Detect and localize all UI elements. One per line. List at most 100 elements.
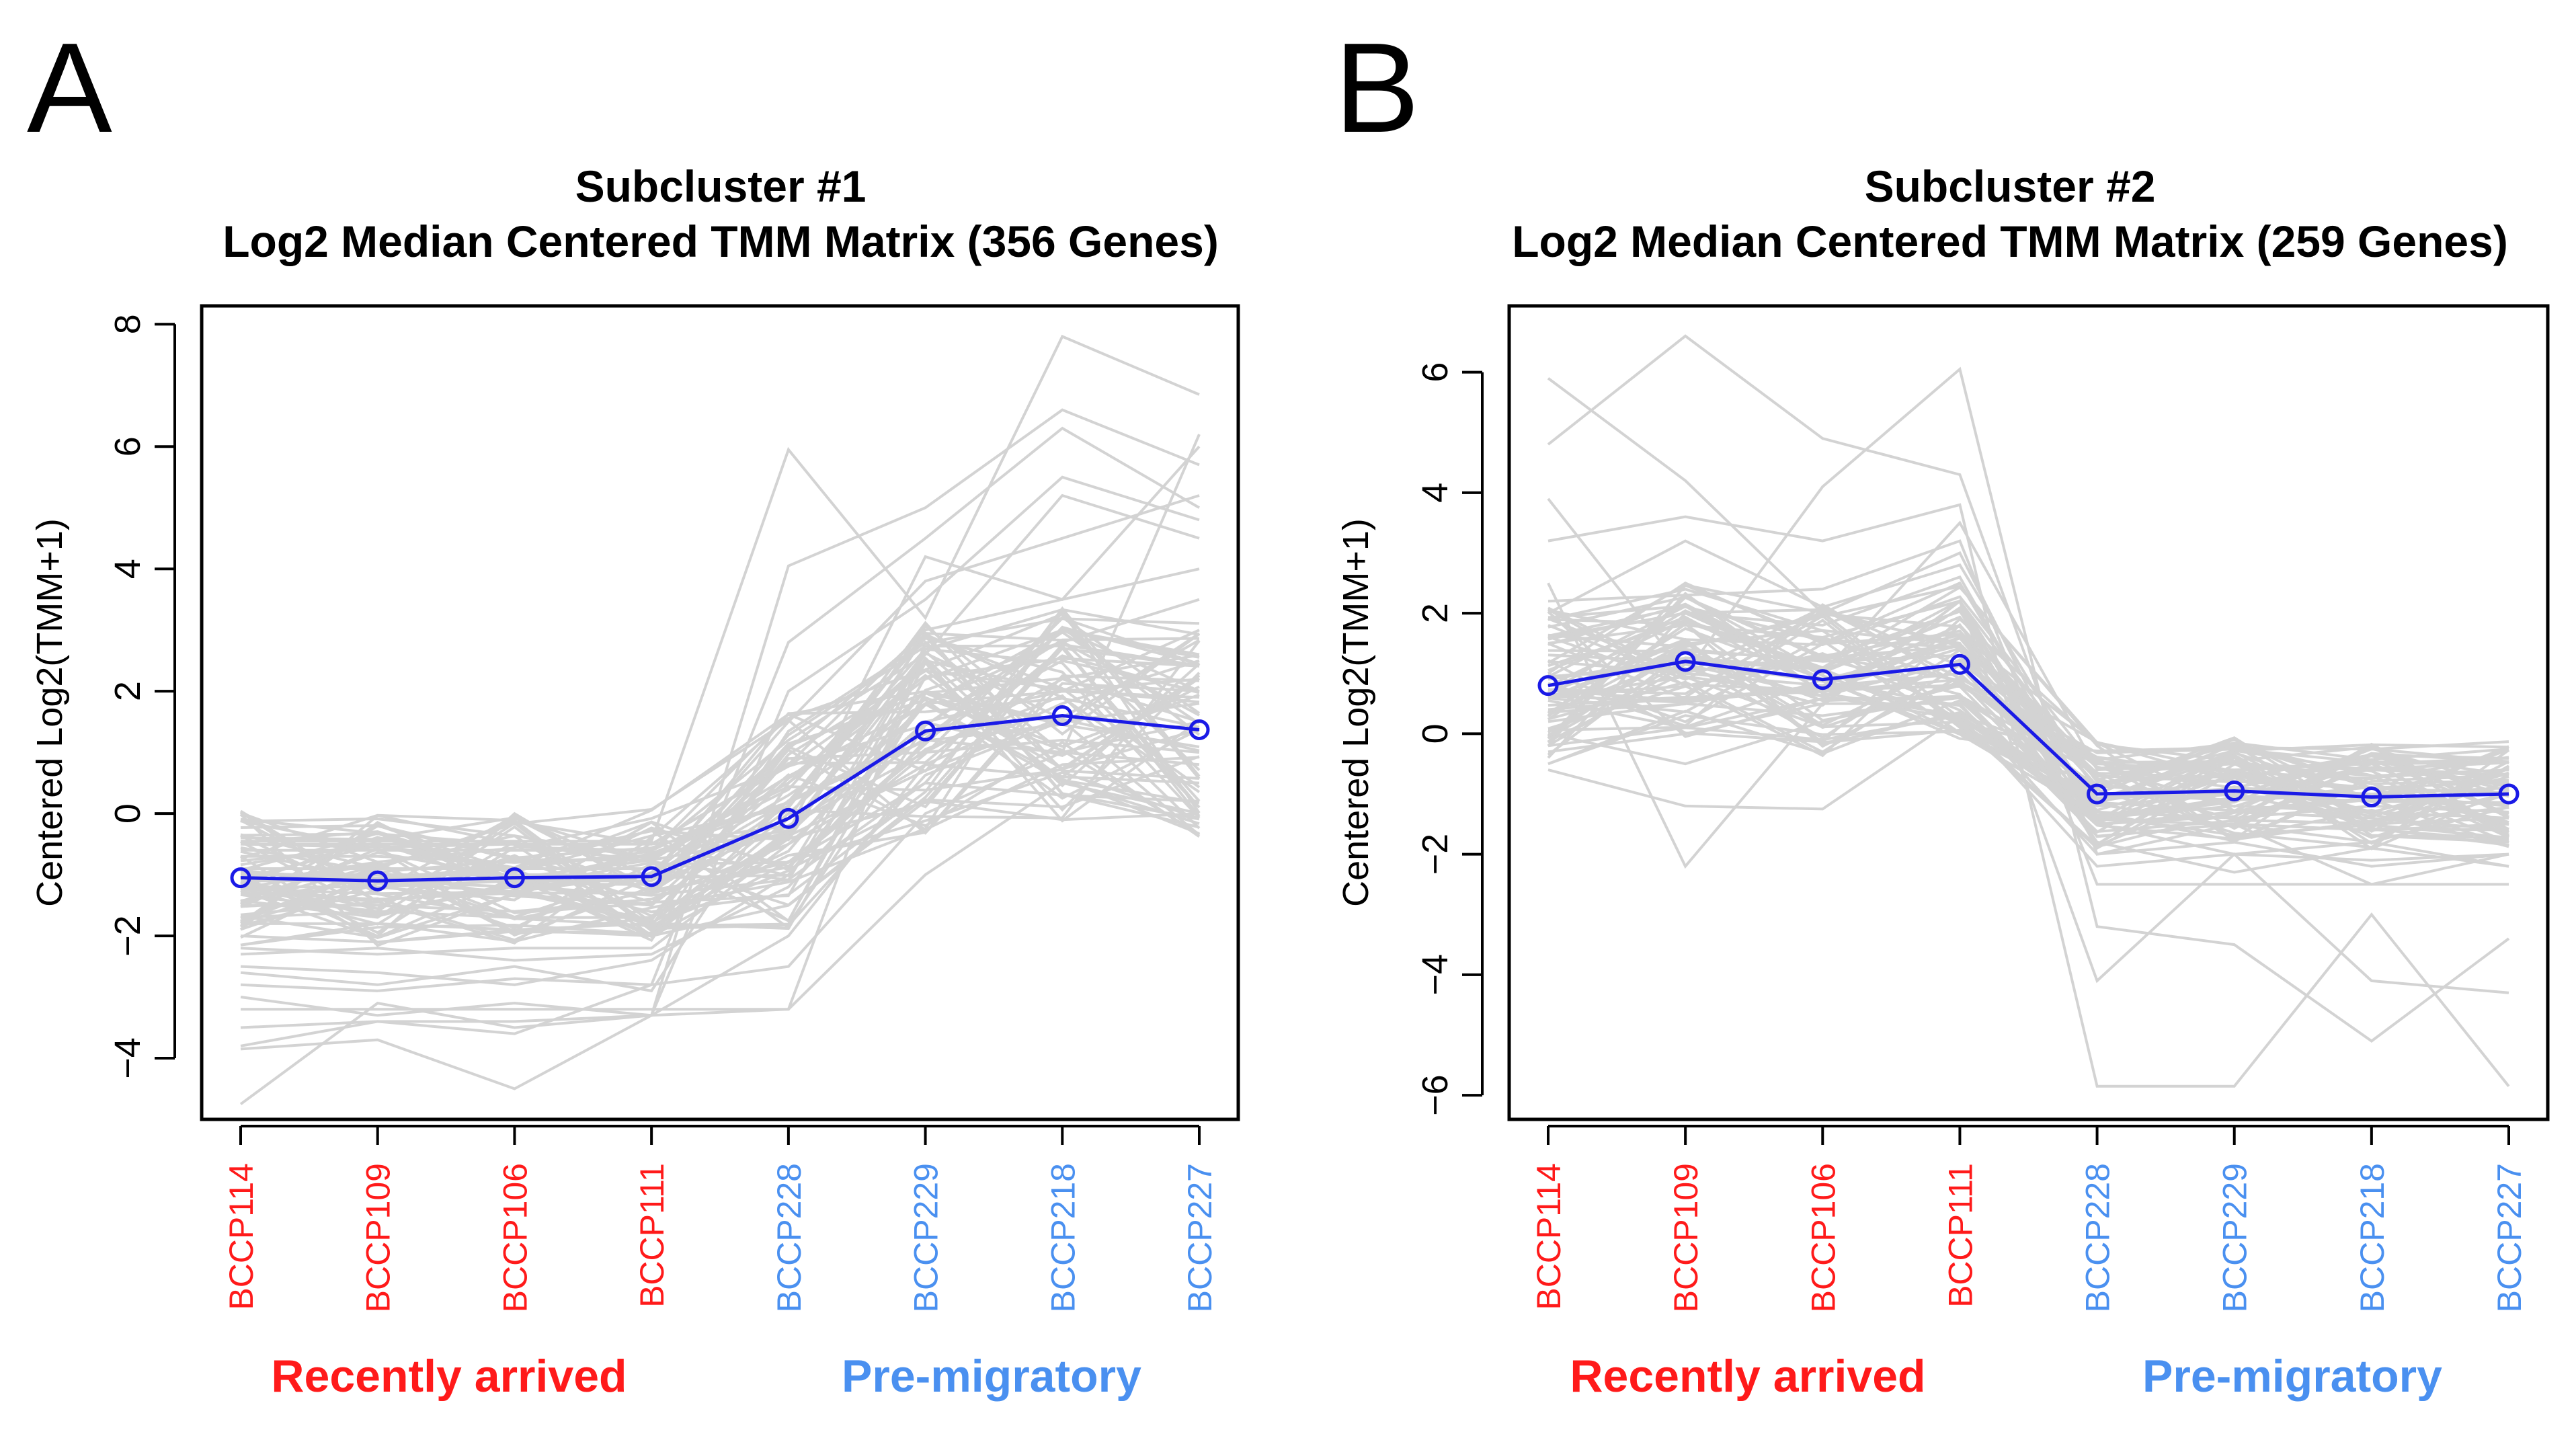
x-tick-label: BCCP109 — [360, 1163, 397, 1312]
y-tick-label: −4 — [108, 1037, 148, 1079]
median-point — [1812, 669, 1833, 690]
x-tick-label: BCCP106 — [1804, 1163, 1842, 1312]
y-tick-label: 4 — [1415, 483, 1455, 503]
gene-profile-line — [1547, 604, 2509, 825]
y-tick-label: 6 — [1415, 362, 1455, 383]
x-tick-label: BCCP227 — [1181, 1163, 1219, 1312]
gene-profile-line — [240, 674, 1200, 924]
gene-profile-line — [1547, 588, 2509, 822]
median-point — [2498, 783, 2520, 805]
median-series — [230, 705, 1210, 891]
median-point — [915, 720, 936, 742]
median-line — [240, 713, 1200, 883]
x-tick-label: BCCP218 — [2353, 1163, 2391, 1312]
y-axis: −4 −2 0 2 4 6 8 — [108, 314, 176, 1079]
gene-profile-line — [240, 748, 1200, 896]
median-point — [1675, 651, 1696, 672]
plot-frame — [200, 304, 1240, 1121]
x-tick-label: BCCP228 — [770, 1163, 808, 1312]
gene-profile-line — [1547, 648, 2509, 844]
gene-profile-line — [1547, 606, 2509, 820]
gene-profile-line — [240, 659, 1200, 1029]
y-tick-label: −2 — [108, 915, 148, 957]
x-tick-label: BCCP229 — [908, 1163, 945, 1312]
y-axis-label: Centered Log2(TMM+1) — [30, 518, 70, 907]
median-point — [230, 867, 251, 889]
median-line — [1547, 660, 2509, 799]
gene-profile-line — [240, 696, 1200, 942]
median-point — [2224, 781, 2245, 802]
gene-profile-line — [1547, 678, 2509, 839]
y-axis: −6 −4 −2 0 2 4 6 — [1415, 362, 1484, 1116]
gene-profile-band — [1547, 584, 2510, 850]
group-label-pre-migratory: Pre-migratory — [2142, 1351, 2442, 1402]
y-tick-label: −6 — [1415, 1074, 1455, 1116]
gene-profile-band — [239, 606, 1201, 947]
panel-b: B Subcluster #2 Log2 Median Centered TMM… — [1334, 17, 2550, 1402]
y-tick-label: −4 — [1415, 954, 1455, 996]
median-point — [2361, 786, 2382, 807]
gene-profile-line — [240, 632, 1201, 859]
gene-profile-line — [1547, 642, 2509, 826]
gene-profile-line — [1547, 635, 2509, 846]
gene-profile-line — [241, 781, 1200, 1011]
x-axis: BCCP114 BCCP109 BCCP106 BCCP111 BCCP228 BCCP2… — [223, 1125, 1219, 1312]
x-tick-label: BCCP106 — [496, 1163, 534, 1312]
x-tick-label: BCCP111 — [1941, 1163, 1979, 1308]
gene-profile-line — [240, 740, 1201, 938]
gene-profile-line — [239, 434, 1201, 1105]
y-tick-label: 0 — [1415, 723, 1455, 744]
group-label-recently-arrived: Recently arrived — [271, 1351, 627, 1402]
median-point — [504, 867, 525, 889]
gene-profile-line — [240, 657, 1200, 922]
x-tick-label: BCCP218 — [1044, 1163, 1082, 1312]
y-tick-label: 2 — [108, 681, 148, 701]
y-tick-label: 6 — [108, 436, 148, 456]
gene-profile-line — [240, 644, 1201, 890]
x-tick-label: BCCP114 — [1530, 1163, 1568, 1310]
median-point — [1189, 719, 1210, 740]
x-axis: BCCP114 BCCP109 BCCP106 BCCP111 BCCP228 BCCP2… — [1530, 1125, 2528, 1312]
chart-title-line2: Log2 Median Centered TMM Matrix (259 Gen… — [1512, 216, 2508, 266]
x-tick-label: BCCP109 — [1667, 1163, 1705, 1312]
gene-profile-line — [240, 625, 1201, 914]
gene-profile-line — [240, 694, 1201, 930]
x-tick-label: BCCP114 — [223, 1163, 260, 1310]
chart-title-line1: Subcluster #2 — [1865, 161, 2156, 211]
median-series — [1537, 651, 2520, 807]
gene-profile-line — [240, 674, 1201, 916]
median-point — [2087, 783, 2108, 805]
gene-profile-line — [1547, 503, 2510, 1088]
gene-profile-line — [1547, 702, 2509, 868]
x-tick-label: BCCP228 — [2079, 1163, 2117, 1312]
group-label-recently-arrived: Recently arrived — [1570, 1351, 1925, 1402]
gene-profile-line — [1547, 584, 2509, 843]
panel-letter-a: A — [27, 17, 112, 159]
chart-title-line2: Log2 Median Centered TMM Matrix (356 Gen… — [223, 216, 1219, 266]
gene-profile-line — [240, 408, 1200, 1090]
y-axis-label: Centered Log2(TMM+1) — [1336, 518, 1376, 907]
gene-profile-line — [240, 691, 1200, 919]
panel-a: A Subcluster #1 Log2 Median Centered TMM… — [27, 17, 1240, 1402]
x-tick-label: BCCP111 — [633, 1163, 671, 1308]
x-tick-label: BCCP227 — [2491, 1163, 2528, 1312]
gene-profile-line — [1547, 615, 2509, 841]
gene-profile-line — [240, 625, 1200, 880]
plot-frame — [1507, 304, 2550, 1121]
gene-profile-line — [1547, 663, 2509, 794]
gene-profile-line — [240, 658, 1201, 932]
median-point — [641, 866, 662, 887]
y-tick-label: 4 — [108, 559, 148, 579]
gene-profile-line — [1547, 641, 2509, 814]
median-point — [778, 807, 799, 829]
median-point — [367, 870, 389, 891]
gene-profile-line — [240, 682, 1200, 923]
y-tick-label: 2 — [1415, 603, 1455, 623]
group-label-pre-migratory: Pre-migratory — [842, 1351, 1141, 1402]
y-tick-label: −2 — [1415, 834, 1455, 875]
median-point — [1051, 705, 1073, 727]
median-point — [1537, 675, 1559, 696]
